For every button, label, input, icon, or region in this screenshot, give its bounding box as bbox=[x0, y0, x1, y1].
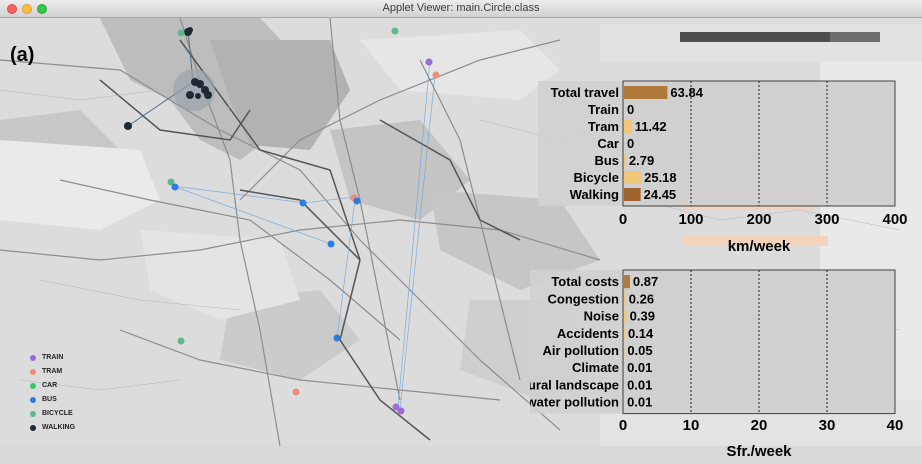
value-label: 0.14 bbox=[628, 326, 654, 341]
legend-swatch bbox=[30, 369, 36, 375]
legend-item-train: TRAIN bbox=[30, 351, 75, 365]
category-label: Accidents bbox=[557, 326, 619, 341]
value-label: 0.01 bbox=[627, 395, 652, 410]
value-label: 0.05 bbox=[627, 343, 652, 358]
external-costs-chart: 0 10 20 30 40 Total costs 0.87 Congestion 0.26 No… bbox=[530, 250, 920, 464]
category-label: Total costs bbox=[551, 274, 619, 289]
x-tick-label: 40 bbox=[887, 417, 904, 434]
legend-label: BICYCLE bbox=[42, 410, 73, 417]
legend-label: CAR bbox=[42, 382, 57, 389]
bar bbox=[624, 120, 632, 133]
legend-item-tram: TRAM bbox=[30, 365, 75, 379]
value-label: 63.84 bbox=[670, 85, 703, 100]
legend-swatch bbox=[30, 355, 36, 361]
x-tick-label: 300 bbox=[814, 211, 839, 228]
value-label: 25.18 bbox=[644, 170, 677, 185]
x-tick-label: 10 bbox=[683, 417, 700, 434]
bar bbox=[624, 154, 626, 167]
value-label: 0 bbox=[627, 102, 634, 117]
bar bbox=[624, 86, 667, 99]
map-legend: TRAIN TRAM CAR BUS BICYCLE WALKING bbox=[30, 351, 75, 435]
category-label: Walking bbox=[570, 187, 619, 202]
value-label: 0.26 bbox=[629, 291, 654, 306]
category-label: Air pollution bbox=[542, 343, 619, 358]
category-label: Congestion bbox=[548, 291, 620, 306]
legend-item-walking: WALKING bbox=[30, 421, 75, 435]
category-label: Noise bbox=[584, 309, 619, 324]
value-label: 0.01 bbox=[627, 360, 652, 375]
travel-distance-chart: 0 100 200 300 400 Total travel 63.84 Train 0 Tram… bbox=[530, 60, 920, 265]
panel-label: (a) bbox=[10, 44, 34, 67]
value-label: 0.01 bbox=[627, 377, 652, 392]
legend-item-bicycle: BICYCLE bbox=[30, 407, 75, 421]
category-label: Train bbox=[588, 102, 619, 117]
x-tick-label: 0 bbox=[619, 211, 627, 228]
window-title: Applet Viewer: main.Circle.class bbox=[0, 2, 922, 14]
x-tick-label: 400 bbox=[882, 211, 907, 228]
bar bbox=[624, 275, 630, 288]
x-tick-label: 200 bbox=[746, 211, 771, 228]
legend-swatch bbox=[30, 397, 36, 403]
x-tick-label: 20 bbox=[751, 417, 768, 434]
legend-item-bus: BUS bbox=[30, 393, 75, 407]
legend-label: WALKING bbox=[42, 424, 75, 431]
legend-swatch bbox=[30, 425, 36, 431]
legend-item-car: CAR bbox=[30, 379, 75, 393]
x-tick-label: 100 bbox=[678, 211, 703, 228]
bar bbox=[624, 171, 641, 184]
value-label: 11.42 bbox=[635, 119, 667, 134]
value-label: 0.87 bbox=[633, 274, 658, 289]
value-label: 0.39 bbox=[630, 309, 655, 324]
legend-label: TRAM bbox=[42, 368, 62, 375]
category-label: Bicycle bbox=[573, 170, 619, 185]
legend-label: TRAIN bbox=[42, 354, 63, 361]
bar bbox=[624, 309, 627, 322]
legend-swatch bbox=[30, 383, 36, 389]
x-tick-label: 30 bbox=[819, 417, 836, 434]
value-label: 0 bbox=[627, 136, 634, 151]
category-label: Tram bbox=[588, 119, 619, 134]
category-label: Soil and water pollution bbox=[530, 395, 619, 410]
value-label: 2.79 bbox=[629, 153, 654, 168]
category-label: Natural landscape bbox=[530, 377, 619, 392]
bar bbox=[624, 188, 641, 201]
category-label: Bus bbox=[594, 153, 619, 168]
category-label: Total travel bbox=[551, 85, 619, 100]
bar bbox=[624, 327, 625, 340]
legend-swatch bbox=[30, 411, 36, 417]
x-tick-label: 0 bbox=[619, 417, 627, 434]
category-label: Climate bbox=[572, 360, 619, 375]
value-label: 24.45 bbox=[644, 187, 677, 202]
title-bar: Applet Viewer: main.Circle.class bbox=[0, 0, 922, 18]
bar bbox=[624, 292, 626, 305]
category-label: Car bbox=[597, 136, 619, 151]
legend-label: BUS bbox=[42, 396, 57, 403]
